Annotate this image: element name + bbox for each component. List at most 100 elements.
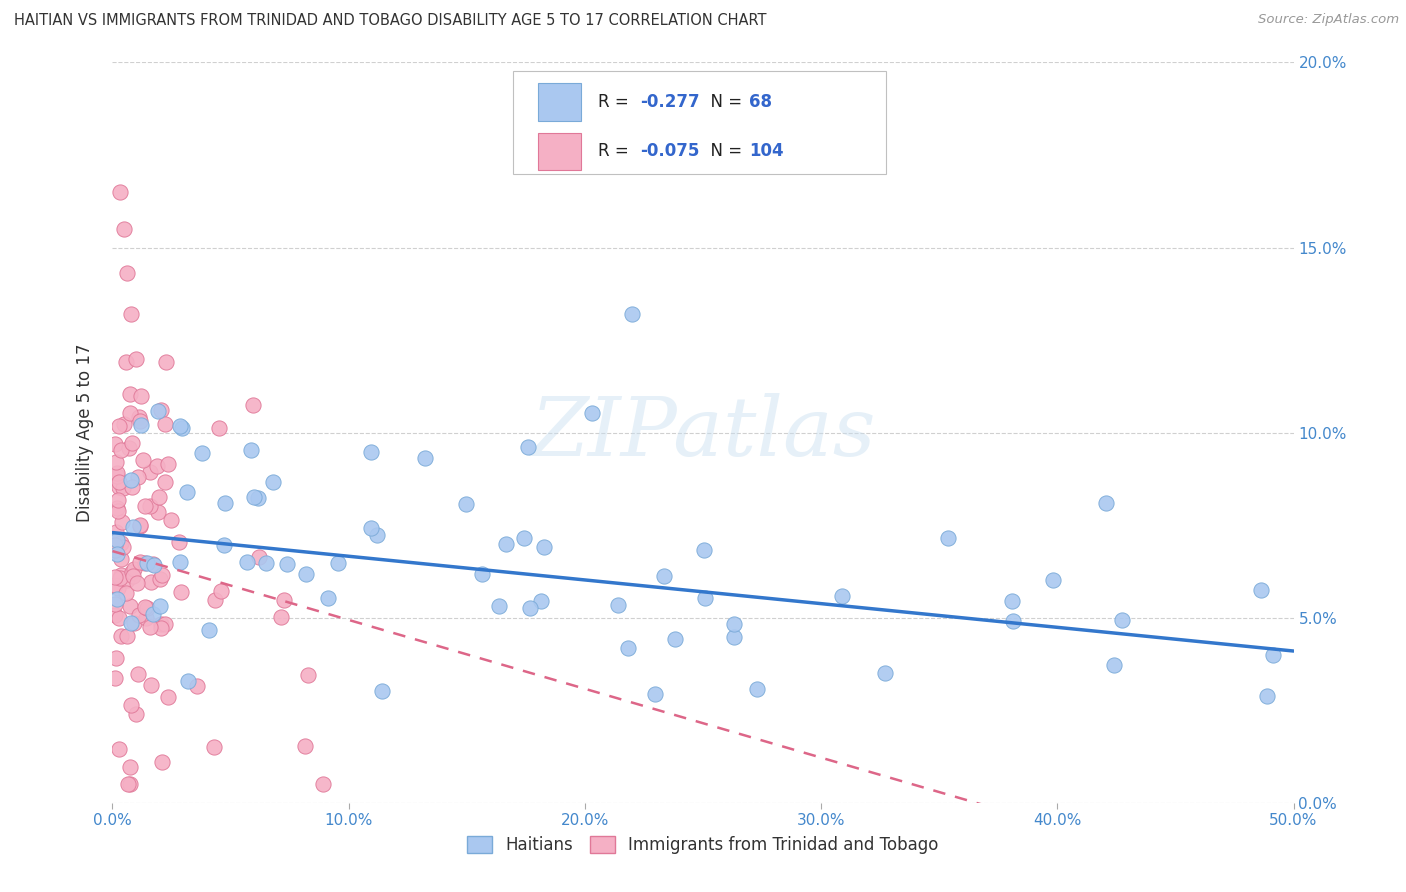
Point [149,572,172,586]
Point [134,600,156,615]
Point [135,611,157,625]
Text: R =: R = [598,143,634,161]
Point [326,556,349,570]
Point [197,623,219,637]
Point [156,690,179,705]
Point [617,641,640,656]
Point [125,351,148,366]
Point [747,681,769,696]
Point [115,267,138,281]
Point [122,615,145,630]
Point [146,404,169,418]
Point [152,755,174,769]
Point [664,632,686,646]
Point [105,525,128,540]
Point [117,777,139,791]
Point [191,446,214,460]
Point [118,441,141,455]
Point [581,406,603,420]
Point [121,565,143,579]
Point [155,616,177,631]
Point [105,591,128,606]
Point [115,355,138,369]
Point [120,307,142,321]
Point [104,542,127,557]
Point [104,608,127,623]
Point [149,616,172,631]
Point [1261,648,1284,662]
Point [454,497,477,511]
Point [108,611,131,625]
Point [118,387,141,401]
Point [104,671,127,685]
Point [607,598,630,612]
Text: R =: R = [598,93,634,112]
Point [644,687,666,701]
Point [246,491,269,505]
Point [172,421,194,435]
Point [1250,582,1272,597]
Point [142,607,165,622]
Point [214,496,236,510]
Point [110,552,132,566]
Point [146,505,169,519]
Point [129,519,152,533]
Point [110,515,132,529]
Point [157,457,180,471]
Point [167,534,190,549]
Point [186,679,208,693]
Point [1001,593,1024,607]
Text: N =: N = [700,143,748,161]
Point [104,597,127,611]
Point [519,601,541,615]
Point [831,589,853,603]
Point [150,622,173,636]
Point [295,567,318,582]
Point [153,475,176,489]
Point [110,568,132,582]
Point [105,533,128,547]
Point [110,629,132,643]
Point [105,547,128,561]
Point [247,550,270,565]
Point [723,616,745,631]
Point [127,667,149,681]
Point [240,443,263,458]
Point [723,630,745,644]
Point [270,609,292,624]
Point [169,419,191,434]
Text: -0.075: -0.075 [640,143,699,161]
Text: ZIPatlas: ZIPatlas [530,392,876,473]
Point [169,555,191,569]
Point [129,388,152,402]
Point [127,470,149,484]
Point [111,541,134,555]
Point [135,556,157,570]
Point [118,760,141,774]
Point [208,420,231,434]
Point [360,445,382,459]
Text: Source: ZipAtlas.com: Source: ZipAtlas.com [1258,13,1399,27]
Point [495,537,517,551]
Text: HAITIAN VS IMMIGRANTS FROM TRINIDAD AND TOBAGO DISABILITY AGE 5 TO 17 CORRELATIO: HAITIAN VS IMMIGRANTS FROM TRINIDAD AND … [14,13,766,29]
Point [105,455,128,469]
Point [108,571,131,585]
Point [104,650,127,665]
Point [142,558,165,572]
Point [693,591,716,605]
Point [104,578,127,592]
Point [243,490,266,504]
Point [371,684,394,698]
Point [471,566,494,581]
Point [128,517,150,532]
Point [118,777,141,791]
Point [149,403,172,417]
Point [149,599,172,613]
Point [128,555,150,569]
Point [160,512,183,526]
Point [366,527,388,541]
Point [132,452,155,467]
Point [104,542,127,557]
Point [110,442,132,457]
Legend: Haitians, Immigrants from Trinidad and Tobago: Haitians, Immigrants from Trinidad and T… [461,830,945,861]
